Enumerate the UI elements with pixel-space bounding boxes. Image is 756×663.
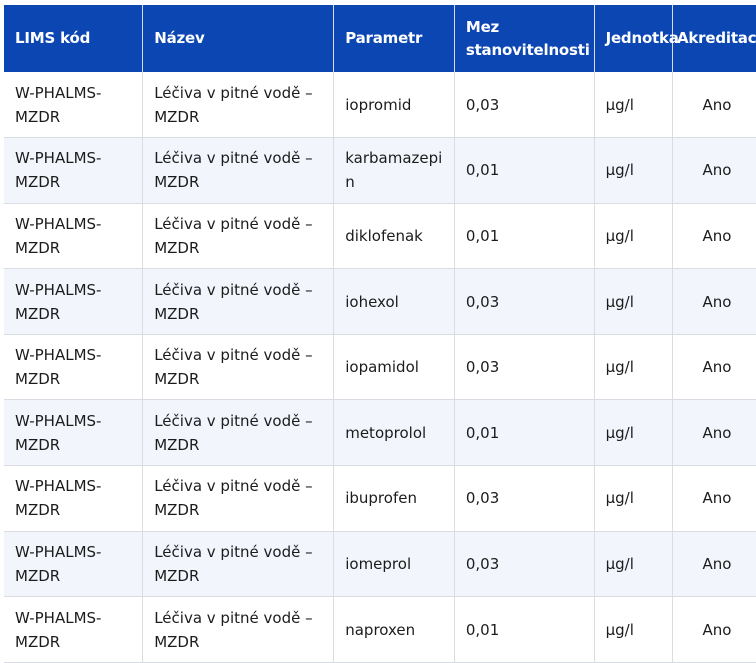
cell-unit: µg/l — [594, 72, 673, 139]
cell-parameter: ibuprofen — [333, 465, 455, 532]
header-detection-limit: Mez stanovitelnosti — [454, 5, 595, 72]
table-row: W-PHALMS-MZDR Léčiva v pitné vodě – MZDR m… — [4, 399, 756, 467]
cell-lims-code: W-PHALMS-MZDR — [4, 72, 144, 139]
cell-parameter: naproxen — [333, 596, 455, 663]
cell-parameter: iohexol — [333, 268, 455, 335]
cell-accreditation: Ano — [672, 137, 756, 204]
cell-detection-limit: 0,03 — [454, 334, 595, 401]
header-name: Název — [142, 5, 335, 72]
cell-parameter: iomeprol — [333, 531, 455, 598]
cell-accreditation: Ano — [672, 531, 756, 598]
header-lims-code: LIMS kód — [4, 5, 144, 72]
cell-detection-limit: 0,01 — [454, 137, 595, 204]
table-row: W-PHALMS-MZDR Léčiva v pitné vodě – MZDR d… — [4, 203, 756, 270]
cell-unit: µg/l — [594, 596, 673, 663]
header-parameter: Parametr — [333, 5, 455, 72]
cell-unit: µg/l — [594, 334, 673, 401]
table-row: W-PHALMS-MZDR Léčiva v pitné vodě – MZDR i… — [4, 334, 756, 401]
table-row: W-PHALMS-MZDR Léčiva v pitné vodě – MZDR n… — [4, 596, 756, 663]
table-row: W-PHALMS-MZDR Léčiva v pitné vodě – MZDR i… — [4, 465, 756, 532]
cell-lims-code: W-PHALMS-MZDR — [4, 399, 144, 467]
cell-lims-code: W-PHALMS-MZDR — [4, 334, 144, 401]
table-row: W-PHALMS-MZDR Léčiva v pitné vodě – MZDR i… — [4, 72, 756, 139]
cell-name: Léčiva v pitné vodě – MZDR — [142, 268, 335, 335]
cell-unit: µg/l — [594, 465, 673, 532]
cell-lims-code: W-PHALMS-MZDR — [4, 203, 144, 270]
cell-name: Léčiva v pitné vodě – MZDR — [142, 334, 335, 401]
cell-unit: µg/l — [594, 531, 673, 598]
header-unit: Jednotka — [594, 5, 679, 72]
cell-parameter: iopromid — [333, 72, 455, 139]
cell-name: Léčiva v pitné vodě – MZDR — [142, 531, 335, 598]
table-row: W-PHALMS-MZDR Léčiva v pitné vodě – MZDR i… — [4, 531, 756, 598]
cell-name: Léčiva v pitné vodě – MZDR — [142, 137, 335, 204]
cell-name: Léčiva v pitné vodě – MZDR — [142, 596, 335, 663]
cell-accreditation: Ano — [672, 465, 756, 532]
cell-accreditation: Ano — [672, 399, 756, 467]
header-row: LIMS kód Název Parametr Mez stanovitelno… — [4, 5, 756, 72]
cell-detection-limit: 0,03 — [454, 465, 595, 532]
cell-accreditation: Ano — [672, 596, 756, 663]
cell-lims-code: W-PHALMS-MZDR — [4, 596, 144, 663]
parameters-table: LIMS kód Název Parametr Mez stanovitelno… — [4, 5, 756, 663]
cell-name: Léčiva v pitné vodě – MZDR — [142, 465, 335, 532]
cell-unit: µg/l — [594, 137, 673, 204]
cell-accreditation: Ano — [672, 268, 756, 335]
table-body: W-PHALMS-MZDR Léčiva v pitné vodě – MZDR i… — [4, 72, 756, 663]
cell-name: Léčiva v pitné vodě – MZDR — [142, 203, 335, 270]
cell-parameter: diklofenak — [333, 203, 455, 270]
cell-parameter: karbamazepin — [333, 137, 455, 204]
header-accreditation: Akreditace — [672, 5, 756, 72]
cell-detection-limit: 0,01 — [454, 203, 595, 270]
table-header: LIMS kód Název Parametr Mez stanovitelno… — [4, 5, 756, 72]
cell-lims-code: W-PHALMS-MZDR — [4, 465, 144, 532]
cell-name: Léčiva v pitné vodě – MZDR — [142, 399, 335, 467]
cell-name: Léčiva v pitné vodě – MZDR — [142, 72, 335, 139]
cell-lims-code: W-PHALMS-MZDR — [4, 531, 144, 598]
cell-lims-code: W-PHALMS-MZDR — [4, 268, 144, 335]
cell-detection-limit: 0,01 — [454, 399, 595, 467]
cell-accreditation: Ano — [672, 203, 756, 270]
cell-unit: µg/l — [594, 203, 673, 270]
cell-detection-limit: 0,03 — [454, 268, 595, 335]
cell-unit: µg/l — [594, 268, 673, 335]
cell-accreditation: Ano — [672, 72, 756, 139]
cell-detection-limit: 0,03 — [454, 72, 595, 139]
cell-parameter: iopamidol — [333, 334, 455, 401]
cell-unit: µg/l — [594, 399, 673, 467]
cell-lims-code: W-PHALMS-MZDR — [4, 137, 144, 204]
cell-detection-limit: 0,03 — [454, 531, 595, 598]
table-row: W-PHALMS-MZDR Léčiva v pitné vodě – MZDR i… — [4, 268, 756, 335]
cell-parameter: metoprolol — [333, 399, 455, 467]
table-row: W-PHALMS-MZDR Léčiva v pitné vodě – MZDR k… — [4, 137, 756, 204]
cell-detection-limit: 0,01 — [454, 596, 595, 663]
cell-accreditation: Ano — [672, 334, 756, 401]
